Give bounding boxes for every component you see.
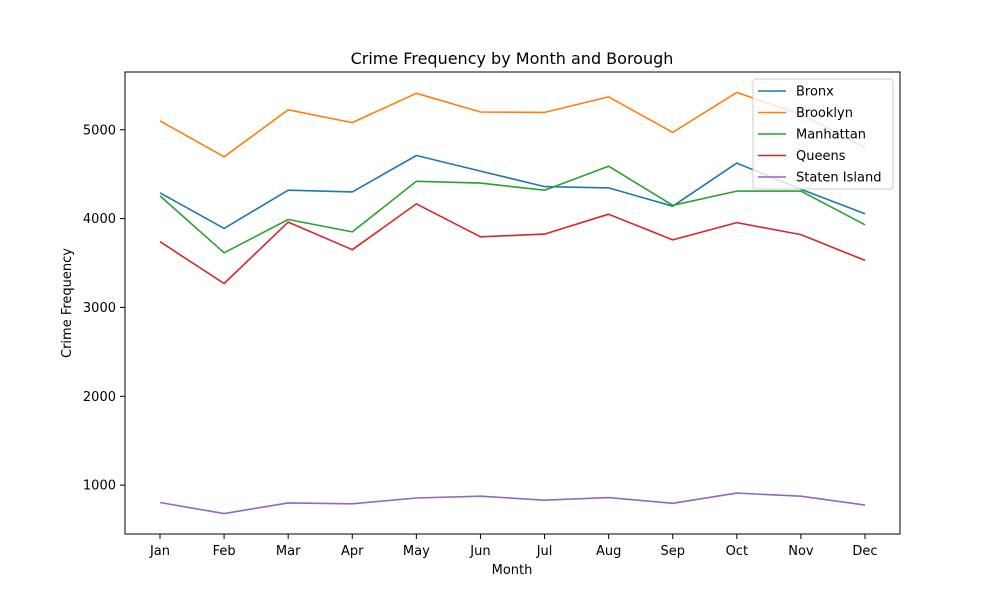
y-tick-label: 2000: [83, 390, 116, 405]
y-tick-label: 3000: [83, 301, 116, 316]
x-tick-label: Jun: [469, 544, 490, 559]
x-tick-label: Sep: [660, 544, 685, 559]
x-tick-label: May: [403, 544, 430, 559]
x-tick-label: Mar: [276, 544, 301, 559]
x-tick-label: Oct: [726, 544, 748, 559]
x-tick-label: Jan: [149, 544, 170, 559]
series-line-brooklyn: [159, 91, 866, 158]
plot-area: Jan Feb Mar Apr May Jun Jul Aug Sep Oct Nov Dec 1000…: [83, 91, 878, 559]
series-line-staten-island: [159, 492, 866, 515]
x-tick-label: Apr: [341, 544, 364, 559]
legend-entry-label: Brooklyn: [796, 106, 853, 121]
series-line-manhattan: [159, 165, 866, 254]
x-tick-label: Dec: [852, 544, 877, 559]
y-tick-label: 1000: [83, 479, 116, 494]
x-tick-label: Jul: [536, 544, 553, 559]
plot-frame: [124, 71, 901, 535]
legend-entry-label: Staten Island: [796, 171, 881, 186]
x-tick-label: Aug: [596, 544, 621, 559]
y-axis-label: Crime Frequency: [60, 248, 75, 358]
chart-title: Crime Frequency by Month and Borough: [351, 49, 674, 68]
legend: Bronx Brooklyn Manhattan Queens Staten Islan…: [752, 78, 894, 190]
legend-entry-label: Queens: [796, 149, 846, 164]
x-tick-label: Nov: [788, 544, 814, 559]
x-axis-label: Month: [492, 563, 533, 578]
y-tick-label: 5000: [83, 123, 116, 138]
legend-entry-label: Bronx: [796, 85, 834, 100]
legend-box: [752, 78, 894, 190]
y-tick-label: 4000: [83, 212, 116, 227]
series-line-bronx: [159, 154, 866, 230]
series-line-queens: [159, 203, 866, 285]
x-tick-label: Feb: [213, 544, 236, 559]
legend-entry-label: Manhattan: [796, 128, 866, 143]
